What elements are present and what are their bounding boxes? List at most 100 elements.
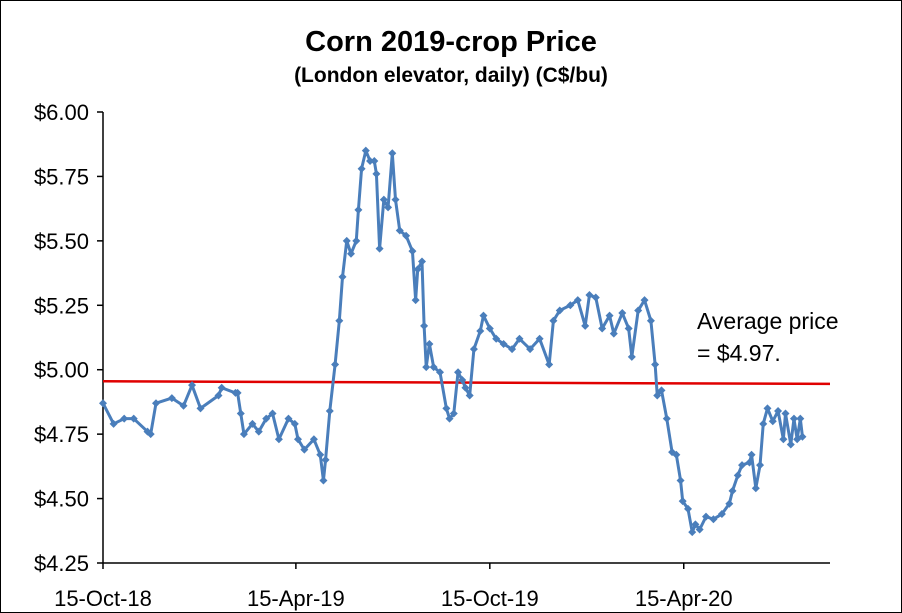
price-point xyxy=(676,476,685,485)
price-point xyxy=(646,316,655,325)
price-point xyxy=(476,327,485,336)
price-point xyxy=(683,504,692,513)
price-point xyxy=(779,435,788,444)
chart-subtitle: (London elevator, daily) (C$/bu) xyxy=(294,64,608,87)
price-point xyxy=(422,363,431,372)
price-point xyxy=(756,461,765,470)
price-point xyxy=(605,311,614,320)
price-point xyxy=(728,486,737,495)
price-point xyxy=(738,461,747,470)
price-point xyxy=(640,296,649,305)
price-point xyxy=(293,435,302,444)
price-point xyxy=(372,169,381,178)
price-point xyxy=(254,427,263,436)
price-point xyxy=(354,205,363,214)
chart-title: Corn 2019-crop Price xyxy=(305,26,597,58)
price-point xyxy=(391,195,400,204)
price-point xyxy=(796,414,805,423)
price-point xyxy=(357,164,366,173)
price-point xyxy=(745,458,754,467)
price-point xyxy=(781,409,790,418)
y-tick-label: $4.75 xyxy=(34,422,89,447)
price-point xyxy=(549,316,558,325)
price-point xyxy=(274,435,283,444)
price-point xyxy=(678,497,687,506)
x-tick-label: 15-Apr-19 xyxy=(247,586,345,611)
price-point xyxy=(420,321,429,330)
price-point xyxy=(774,406,783,415)
price-point xyxy=(725,499,734,508)
price-point xyxy=(179,401,188,410)
y-tick-label: $4.50 xyxy=(34,487,89,512)
price-point xyxy=(366,156,375,165)
price-point xyxy=(454,368,463,377)
price-point xyxy=(379,195,388,204)
price-point xyxy=(425,339,434,348)
price-point xyxy=(691,520,700,529)
price-point xyxy=(346,249,355,258)
price-point xyxy=(436,368,445,377)
price-point xyxy=(300,445,309,454)
price-point xyxy=(492,334,501,343)
y-tick-label: $5.75 xyxy=(34,164,89,189)
price-point xyxy=(566,301,575,310)
price-point xyxy=(342,236,351,245)
price-point xyxy=(653,391,662,400)
price-point xyxy=(411,296,420,305)
average-price-line xyxy=(102,380,831,386)
price-point xyxy=(789,414,798,423)
price-point xyxy=(609,329,618,338)
price-point xyxy=(449,409,458,418)
price-point xyxy=(284,414,293,423)
price-point xyxy=(555,306,564,315)
price-point xyxy=(316,450,325,459)
price-point xyxy=(99,399,107,408)
price-point xyxy=(581,321,590,330)
price-point xyxy=(585,290,594,299)
price-point xyxy=(442,404,451,413)
price-point xyxy=(370,156,379,165)
price-point xyxy=(338,272,347,281)
price-point xyxy=(445,414,454,423)
price-point xyxy=(717,510,726,519)
price-point xyxy=(627,352,636,361)
price-point xyxy=(217,383,226,392)
x-tick-label: 15-Oct-19 xyxy=(441,586,539,611)
price-point xyxy=(499,339,508,348)
price-point xyxy=(747,450,756,459)
price-point xyxy=(768,417,777,426)
price-point xyxy=(325,406,334,415)
price-point xyxy=(759,419,768,428)
price-point xyxy=(618,309,627,318)
price-point xyxy=(361,146,370,155)
y-tick-label: $5.25 xyxy=(34,293,89,318)
price-point xyxy=(120,414,129,423)
y-tick-label: $5.50 xyxy=(34,229,89,254)
price-point xyxy=(375,244,384,253)
price-point xyxy=(786,440,795,449)
price-point xyxy=(695,525,704,534)
average-annotation-line2: = $4.97. xyxy=(697,340,781,366)
y-tick-label: $4.25 xyxy=(34,551,89,576)
price-point xyxy=(408,247,417,256)
price-markers xyxy=(99,146,807,537)
price-point xyxy=(733,471,742,480)
price-point xyxy=(413,265,422,274)
average-annotation-line1: Average price xyxy=(697,308,839,334)
price-point xyxy=(151,399,160,408)
price-series-line xyxy=(101,149,804,534)
price-point xyxy=(248,419,257,428)
price-point xyxy=(233,388,242,397)
x-tick-label: 15-Oct-18 xyxy=(54,586,152,611)
price-point xyxy=(798,432,807,441)
price-point xyxy=(239,430,248,439)
price-point xyxy=(402,231,411,240)
price-point xyxy=(384,203,393,212)
price-point xyxy=(662,414,671,423)
price-point xyxy=(290,419,299,428)
y-tick-label: $6.00 xyxy=(34,100,89,125)
price-point xyxy=(388,149,397,158)
price-point xyxy=(465,391,474,400)
price-point xyxy=(672,450,681,459)
